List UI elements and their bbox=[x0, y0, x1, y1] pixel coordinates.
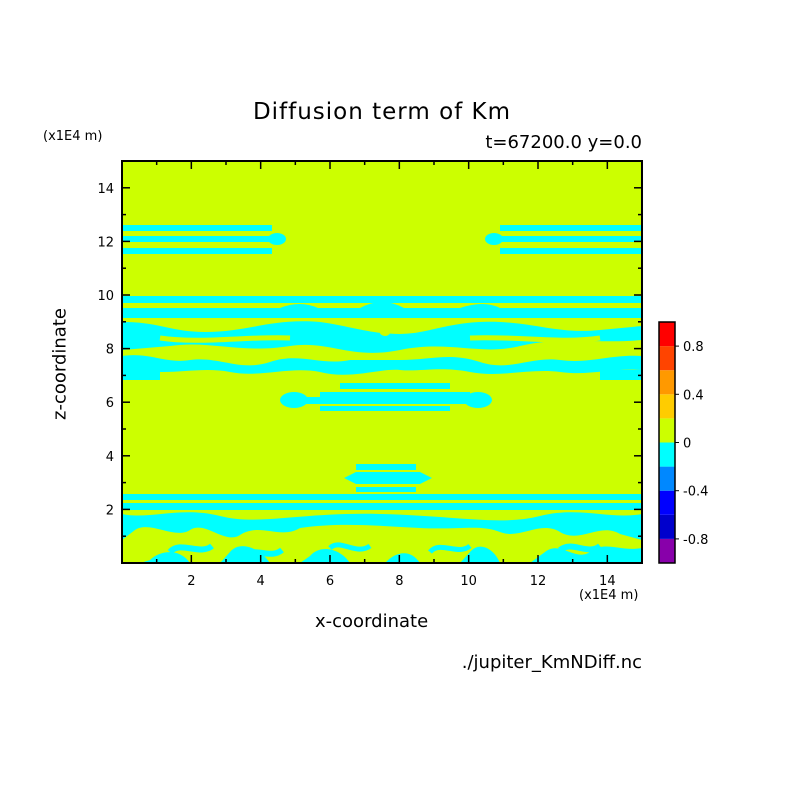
feature-bottom-layer bbox=[122, 494, 642, 563]
colorbar-swatch bbox=[659, 394, 675, 419]
file-label: ./jupiter_KmNDiff.nc bbox=[461, 652, 642, 673]
chart-title: Diffusion term of Km bbox=[252, 99, 512, 125]
y-tick-label: 10 bbox=[97, 289, 114, 304]
unit-label-bottom: (x1E4 m) bbox=[579, 588, 639, 603]
axis-ticks bbox=[122, 161, 642, 563]
y-tick-label: 14 bbox=[97, 182, 114, 197]
y-tick-label: 6 bbox=[106, 396, 114, 411]
colorbar-swatch bbox=[659, 442, 675, 467]
colorbar-swatch bbox=[659, 322, 675, 347]
y-tick-label: 12 bbox=[97, 235, 114, 250]
chart-subtitle: t=67200.0 y=0.0 bbox=[485, 132, 642, 153]
colorbar-swatch bbox=[659, 466, 675, 491]
feature-upper-band-left bbox=[122, 225, 286, 254]
x-tick-label: 12 bbox=[530, 574, 547, 589]
colorbar-tick-label: -0.4 bbox=[683, 485, 708, 500]
colorbar-swatch bbox=[659, 346, 675, 371]
feature-small-lens bbox=[344, 464, 432, 492]
axis-tick-labels: 2 4 6 8 10 12 14 2 4 6 8 10 12 14 bbox=[97, 182, 615, 589]
y-axis-label: z-coordinate bbox=[49, 308, 71, 420]
y-tick-label: 4 bbox=[106, 450, 114, 465]
colorbar-swatch bbox=[659, 370, 675, 395]
colorbar-swatch bbox=[659, 418, 675, 443]
x-tick-label: 8 bbox=[395, 574, 403, 589]
plot-frame bbox=[121, 160, 643, 564]
colorbar-tick-label: 0.8 bbox=[683, 340, 704, 355]
colorbar-tick-label: 0.4 bbox=[683, 388, 704, 403]
colorbar-tick-label: 0 bbox=[683, 437, 691, 452]
x-tick-label: 4 bbox=[257, 574, 265, 589]
x-tick-label: 2 bbox=[187, 574, 195, 589]
x-tick-label: 10 bbox=[460, 574, 477, 589]
colorbar-swatch bbox=[659, 538, 675, 563]
feature-central-lens bbox=[280, 383, 492, 411]
colorbar-tick-label: -0.8 bbox=[683, 533, 708, 548]
feature-upper-band-right bbox=[485, 225, 642, 254]
colorbar-swatch bbox=[659, 514, 675, 539]
x-axis-label: x-coordinate bbox=[315, 611, 429, 632]
x-tick-label: 6 bbox=[326, 574, 334, 589]
plot-field bbox=[122, 161, 642, 563]
x-tick-label: 14 bbox=[599, 574, 616, 589]
unit-label-top: (x1E4 m) bbox=[43, 129, 103, 144]
y-tick-label: 2 bbox=[106, 503, 114, 518]
colorbar: 0.8 0.4 0 -0.4 -0.8 bbox=[658, 321, 708, 564]
colorbar-swatch bbox=[659, 490, 675, 515]
feature-mid-layer bbox=[122, 296, 642, 380]
y-tick-label: 8 bbox=[106, 343, 114, 358]
